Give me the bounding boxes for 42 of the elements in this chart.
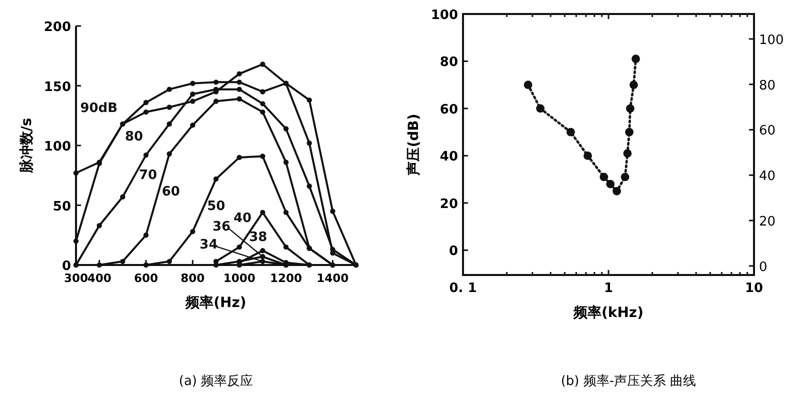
- y2-tick-label: 80: [759, 78, 776, 94]
- y2-tick-label: 100: [759, 32, 784, 48]
- y-tick-label: 200: [44, 20, 71, 35]
- y-tick-label: 40: [440, 150, 458, 165]
- series-label: 90dB: [80, 101, 118, 116]
- y-tick-label: 50: [52, 199, 71, 214]
- y2-tick-label: 40: [759, 169, 776, 184]
- series-label: 40: [234, 210, 252, 226]
- x-tick-label: 10: [744, 281, 764, 296]
- y-tick-label: 150: [44, 80, 71, 95]
- series-label: 38: [249, 230, 268, 246]
- series-label: 80: [125, 130, 144, 145]
- x-tick-label: 1400: [316, 271, 349, 285]
- x-tick-label: 0. 1: [449, 281, 477, 296]
- series-label: 60: [162, 184, 180, 200]
- y-tick-label: 80: [440, 55, 458, 70]
- y2-tick-label: 0: [759, 260, 768, 275]
- y-axis-title: 声压(dB): [406, 114, 422, 176]
- y-tick-label: 20: [440, 196, 458, 212]
- y-tick-label: 0: [448, 244, 458, 260]
- x-tick-label: 1200: [270, 271, 302, 285]
- text: (a) 频率反应: [178, 373, 254, 389]
- x-axis-title: 频率(kHz): [572, 304, 644, 321]
- series-label: 36: [212, 219, 231, 234]
- y-tick-label: 100: [430, 8, 458, 23]
- x-tick-label: 1000: [223, 271, 256, 285]
- y2-tick-label: 60: [759, 124, 776, 139]
- y-tick-label: 60: [440, 102, 458, 118]
- series-label: 50: [207, 199, 226, 214]
- legend-label: 34: [200, 237, 218, 252]
- y-tick-label: 0: [62, 259, 71, 274]
- x-tick-label: 1: [604, 281, 614, 296]
- y2-tick-label: 20: [759, 214, 776, 230]
- x-tick-label: 600: [134, 271, 158, 285]
- x-tick-label: 300: [64, 271, 88, 285]
- y-tick-label: 100: [44, 140, 71, 154]
- x-tick-label: 400: [87, 271, 112, 285]
- text: (b) 频率-声压关系 曲线: [560, 373, 696, 389]
- x-tick-label: 800: [180, 271, 205, 285]
- y-axis-title: 脉冲数/s: [18, 118, 35, 174]
- series-label: 70: [139, 168, 158, 183]
- x-axis-title: 频率(Hz): [184, 294, 246, 311]
